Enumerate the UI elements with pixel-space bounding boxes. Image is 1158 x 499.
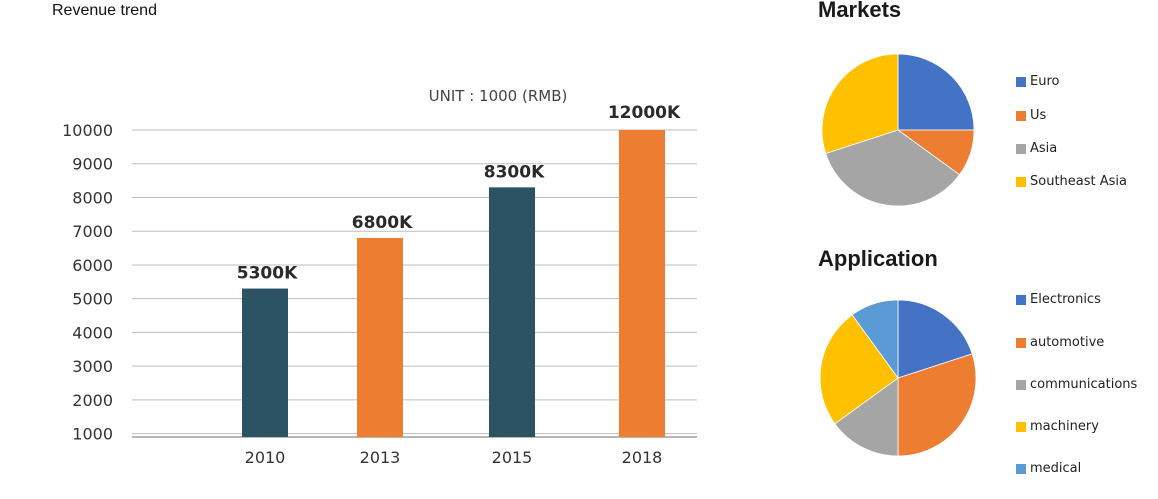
legend-item: Electronics	[1016, 292, 1101, 307]
bar-2010	[242, 288, 288, 437]
y-tick-label: 7000	[72, 222, 113, 241]
legend-label: Us	[1030, 108, 1047, 123]
x-tick-label: 2010	[245, 448, 286, 467]
legend-label: Euro	[1030, 74, 1060, 89]
y-tick-label: 1000	[72, 425, 113, 444]
legend-label: machinery	[1030, 419, 1099, 434]
pie-slice-communications	[834, 377, 899, 457]
y-tick-label: 4000	[72, 323, 113, 342]
legend-swatch	[1016, 143, 1026, 154]
legend-item: machinery	[1016, 419, 1099, 434]
bar-data-label: 6800K	[352, 213, 413, 233]
legend-label: communications	[1030, 377, 1138, 392]
x-tick-label: 2015	[492, 448, 533, 467]
legend-swatch	[1016, 421, 1026, 432]
y-tick-label: 9000	[72, 155, 113, 174]
x-tick-label: 2013	[360, 448, 401, 467]
legend-swatch	[1016, 379, 1026, 390]
pie-slice-automotive	[897, 353, 977, 457]
unit-note: UNIT : 1000 (RMB)	[429, 87, 568, 105]
revenue-bar-chart: 10000 9000 8000 7000 6000 5000 4000 3000 2000 100…	[62, 87, 697, 467]
legend-swatch	[1016, 176, 1026, 187]
legend-label: Electronics	[1030, 292, 1101, 307]
legend-label: Southeast Asia	[1030, 174, 1127, 189]
legend-item: medical	[1016, 461, 1081, 476]
y-tick-label: 10000	[62, 121, 113, 140]
legend-item: Southeast Asia	[1016, 174, 1127, 189]
application-title: Application	[818, 246, 938, 271]
pie-slice-medical	[851, 300, 899, 380]
pie-slice-machinery	[819, 314, 899, 425]
legend-item: automotive	[1016, 335, 1104, 350]
legend-item: Us	[1016, 108, 1046, 123]
bar-2013	[357, 237, 403, 437]
bar-data-label: 8300K	[484, 162, 545, 182]
application-pie-chart	[819, 300, 977, 457]
y-tick-label: 8000	[72, 188, 113, 207]
x-tick-label: 2018	[622, 448, 663, 467]
bar-2015	[489, 187, 535, 437]
legend-swatch	[1016, 337, 1026, 348]
page-title: Revenue trend	[52, 2, 157, 19]
legend-item: Asia	[1016, 141, 1057, 156]
pie-slice-asia	[825, 129, 961, 207]
pie-slice-electronics	[897, 300, 973, 379]
legend-label: medical	[1030, 461, 1082, 476]
legend-swatch	[1016, 463, 1026, 474]
bar-data-label: 5300K	[237, 264, 298, 284]
bar-data-label: 12000K	[608, 103, 681, 123]
markets-pie-chart	[821, 53, 975, 207]
legend-label: automotive	[1030, 335, 1105, 350]
legend-swatch	[1016, 76, 1026, 87]
y-tick-label: 5000	[72, 290, 113, 309]
legend-item: Euro	[1016, 74, 1059, 89]
y-tick-label: 6000	[72, 256, 113, 275]
y-tick-label: 3000	[72, 357, 113, 376]
pie-slice-southeast-asia	[821, 53, 899, 154]
bar-2018	[619, 130, 665, 437]
legend-swatch	[1016, 294, 1026, 305]
legend-label: Asia	[1030, 141, 1058, 156]
legend-item: communications	[1016, 377, 1137, 392]
markets-title: Markets	[818, 0, 902, 22]
legend-swatch	[1016, 110, 1026, 121]
y-tick-label: 2000	[72, 391, 113, 410]
pie-slice-euro	[897, 53, 975, 131]
